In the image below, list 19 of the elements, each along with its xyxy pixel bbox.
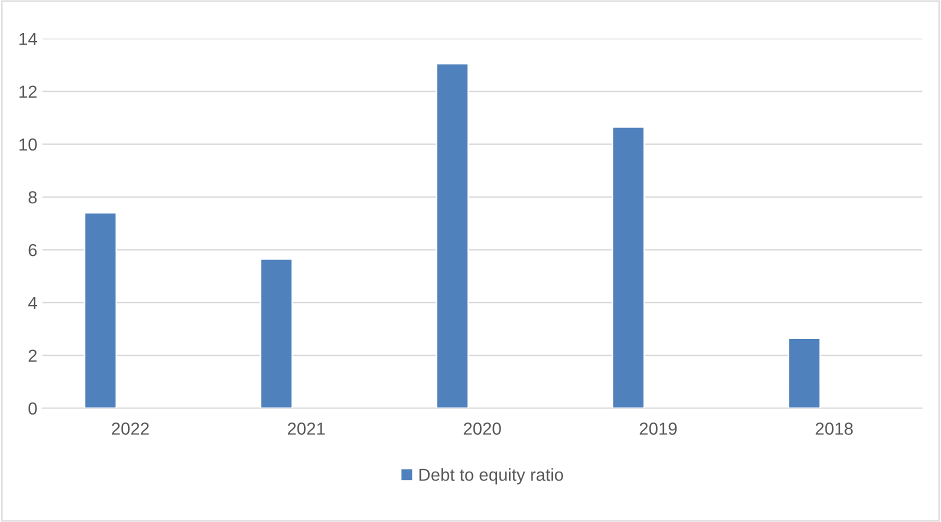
x-tick-label: 2022 [112, 422, 149, 435]
y-tick-label: 12 [20, 86, 37, 98]
bar [436, 63, 469, 408]
y-tick-label: 8 [28, 191, 37, 204]
x-tick-label: 2018 [816, 422, 853, 435]
y-tick-label: 14 [20, 32, 37, 45]
bar [612, 126, 645, 408]
y-tick-label: 6 [28, 244, 37, 256]
y-tick-label: 4 [28, 296, 37, 309]
y-tick-label: 0 [28, 402, 37, 415]
x-tick-label: 2021 [288, 422, 325, 435]
bar [84, 212, 117, 408]
bar [260, 258, 293, 408]
bar [788, 338, 821, 408]
y-tick-label: 10 [20, 138, 37, 151]
y-tick-label: 2 [28, 350, 37, 362]
legend-label: Debt to equity ratio [420, 468, 564, 484]
x-tick-label: 2020 [464, 422, 501, 435]
x-tick-label: 2019 [640, 422, 677, 435]
